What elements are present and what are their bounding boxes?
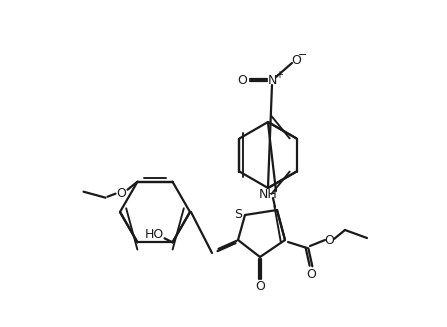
Text: O: O xyxy=(255,281,265,294)
Text: O: O xyxy=(237,74,247,87)
Text: O: O xyxy=(306,267,316,281)
Text: HO: HO xyxy=(145,228,164,241)
Text: +: + xyxy=(275,70,283,80)
Text: O: O xyxy=(324,233,334,247)
Text: S: S xyxy=(234,208,242,220)
Text: −: − xyxy=(298,50,308,60)
Text: O: O xyxy=(291,54,301,66)
Text: O: O xyxy=(117,187,127,200)
Text: NH: NH xyxy=(259,188,278,201)
Text: N: N xyxy=(267,74,277,87)
